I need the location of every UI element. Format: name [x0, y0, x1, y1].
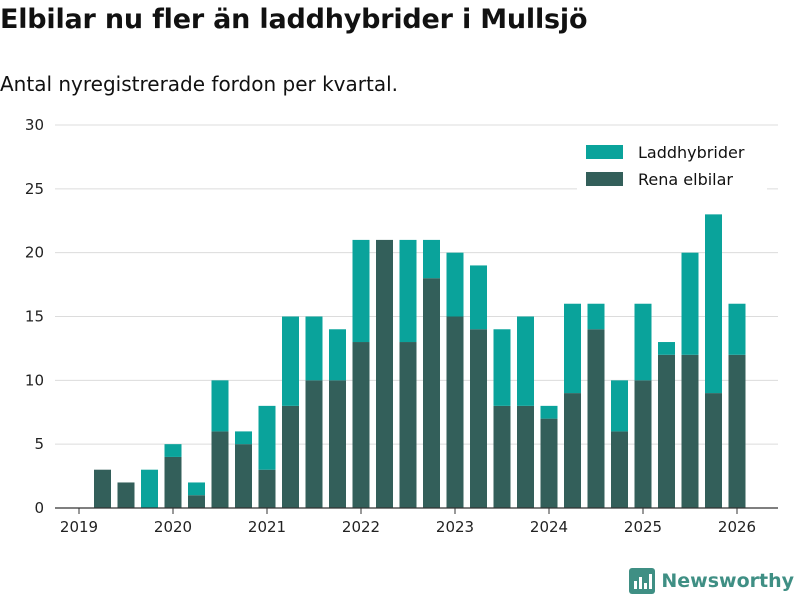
chart-title: Elbilar nu fler än laddhybrider i Mullsj… [0, 4, 588, 35]
bar-rena-elbilar [399, 342, 417, 508]
bar-laddhybrider [258, 405, 276, 470]
bar-laddhybrider [564, 303, 581, 394]
bar-laddhybrider [235, 431, 252, 445]
bar-rena-elbilar [634, 380, 652, 508]
bar-laddhybrider [493, 329, 511, 406]
bar-rena-elbilar [493, 405, 511, 508]
bar-rena-elbilar [258, 469, 276, 508]
newsworthy-logo-icon [629, 568, 656, 594]
bar-rena-elbilar [564, 393, 581, 508]
legend-swatch [586, 172, 623, 186]
bar-rena-elbilar [117, 482, 135, 508]
bar-laddhybrider [587, 303, 605, 330]
y-tick-label: 5 [34, 435, 44, 453]
bar-rena-elbilar [188, 495, 205, 508]
bar-laddhybrider [211, 380, 229, 432]
bar-laddhybrider [282, 316, 299, 406]
bar-rena-elbilar [164, 456, 182, 508]
bars [94, 214, 746, 508]
legend: Laddhybrider Rena elbilar [577, 138, 767, 194]
y-tick-label: 25 [25, 180, 44, 198]
bar-laddhybrider [705, 214, 722, 394]
x-tick-label: 2019 [60, 518, 98, 536]
x-tick-label: 2023 [436, 518, 474, 536]
bar-rena-elbilar [94, 469, 111, 508]
bar-rena-elbilar [658, 354, 675, 508]
bar-laddhybrider [188, 482, 205, 496]
bar-rena-elbilar [352, 342, 370, 508]
bar-laddhybrider [470, 265, 487, 330]
bar-laddhybrider [329, 329, 346, 381]
bar-rena-elbilar [376, 239, 393, 508]
chart-subtitle: Antal nyregistrerade fordon per kvartal. [0, 72, 399, 96]
x-tick-label: 2020 [154, 518, 192, 536]
legend-label: Rena elbilar [638, 170, 733, 189]
bar-laddhybrider [399, 239, 417, 343]
bar-laddhybrider [634, 303, 652, 381]
y-tick-label: 10 [25, 371, 44, 389]
bar-rena-elbilar [235, 444, 252, 508]
bar-laddhybrider [446, 252, 464, 317]
x-tick-label: 2021 [248, 518, 286, 536]
bar-rena-elbilar [705, 393, 722, 508]
bar-laddhybrider [164, 444, 182, 457]
x-tick-label: 2024 [530, 518, 568, 536]
brand-name: Newsworthy [661, 570, 794, 592]
y-tick-label: 20 [25, 244, 44, 262]
legend-swatch [586, 145, 623, 159]
bar-rena-elbilar [517, 405, 534, 508]
bar-rena-elbilar [587, 329, 605, 508]
bar-rena-elbilar [305, 380, 323, 508]
bar-laddhybrider [540, 405, 558, 419]
bar-laddhybrider [681, 252, 699, 355]
bar-laddhybrider [352, 239, 370, 343]
y-tick-label: 0 [34, 499, 44, 517]
bar-rena-elbilar [211, 431, 229, 508]
bar-laddhybrider [423, 239, 440, 279]
bar-laddhybrider [517, 316, 534, 406]
x-tick-label: 2022 [342, 518, 380, 536]
bar-laddhybrider [141, 469, 158, 508]
bar-rena-elbilar [681, 354, 699, 508]
bar-rena-elbilar [446, 316, 464, 508]
legend-label: Laddhybrider [638, 143, 745, 162]
x-tick-label: 2025 [624, 518, 662, 536]
brand-logo: Newsworthy [629, 568, 794, 594]
bar-rena-elbilar [540, 418, 558, 508]
bar-rena-elbilar [423, 278, 440, 508]
bar-laddhybrider [658, 342, 675, 355]
bar-laddhybrider [728, 303, 746, 355]
bar-rena-elbilar [282, 405, 299, 508]
bar-rena-elbilar [329, 380, 346, 508]
y-axis: 0 5 10 15 20 25 30 [25, 116, 44, 517]
bar-rena-elbilar [728, 354, 746, 508]
y-tick-label: 30 [25, 116, 44, 134]
bar-rena-elbilar [611, 431, 628, 508]
bar-laddhybrider [305, 316, 323, 381]
y-tick-label: 15 [25, 308, 44, 326]
x-axis: 2019 2020 2021 2022 2023 2024 2025 2026 [55, 507, 778, 536]
x-tick-label: 2026 [718, 518, 756, 536]
bar-laddhybrider [611, 380, 628, 432]
bar-rena-elbilar [470, 329, 487, 508]
